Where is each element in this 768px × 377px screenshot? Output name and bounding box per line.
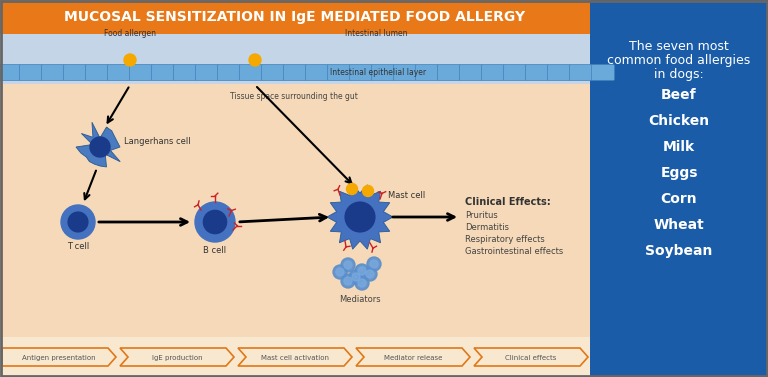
Text: Tissue space surrounding the gut: Tissue space surrounding the gut — [230, 92, 358, 101]
Circle shape — [204, 210, 227, 234]
FancyBboxPatch shape — [327, 64, 350, 81]
Bar — [0, 337, 590, 377]
FancyBboxPatch shape — [504, 64, 527, 81]
FancyBboxPatch shape — [415, 64, 439, 81]
Circle shape — [341, 258, 355, 272]
Polygon shape — [327, 185, 393, 249]
Text: MUCOSAL SENSITIZATION IN IgE MEDIATED FOOD ALLERGY: MUCOSAL SENSITIZATION IN IgE MEDIATED FO… — [65, 10, 525, 24]
Circle shape — [61, 205, 95, 239]
Circle shape — [333, 265, 347, 279]
Bar — [0, 0, 590, 34]
FancyBboxPatch shape — [240, 64, 263, 81]
Text: B cell: B cell — [204, 246, 227, 255]
Circle shape — [362, 185, 373, 196]
Circle shape — [366, 270, 374, 278]
Circle shape — [249, 54, 261, 66]
FancyBboxPatch shape — [393, 64, 416, 81]
FancyBboxPatch shape — [283, 64, 306, 81]
Bar — [590, 0, 768, 377]
Text: common food allergies: common food allergies — [607, 54, 750, 67]
Text: Pruritus: Pruritus — [465, 211, 498, 220]
Circle shape — [349, 270, 363, 284]
Text: Intestinal epithelial layer: Intestinal epithelial layer — [330, 68, 426, 77]
FancyBboxPatch shape — [438, 64, 461, 81]
FancyBboxPatch shape — [459, 64, 482, 81]
Circle shape — [358, 279, 366, 287]
Text: Clinical Effects:: Clinical Effects: — [465, 197, 551, 207]
Text: Gastrointestinal effects: Gastrointestinal effects — [465, 247, 563, 256]
FancyBboxPatch shape — [591, 64, 614, 81]
Bar — [0, 0, 590, 377]
Text: Beef: Beef — [661, 88, 697, 102]
Circle shape — [344, 261, 352, 269]
Polygon shape — [76, 122, 121, 167]
FancyBboxPatch shape — [19, 64, 42, 81]
FancyBboxPatch shape — [570, 64, 592, 81]
Circle shape — [367, 257, 381, 271]
FancyBboxPatch shape — [372, 64, 395, 81]
FancyBboxPatch shape — [196, 64, 219, 81]
Circle shape — [346, 184, 357, 195]
FancyBboxPatch shape — [174, 64, 197, 81]
Circle shape — [370, 260, 378, 268]
Circle shape — [341, 274, 355, 288]
Circle shape — [336, 268, 344, 276]
Text: Chicken: Chicken — [648, 114, 710, 128]
Circle shape — [355, 276, 369, 290]
Circle shape — [363, 267, 377, 281]
FancyBboxPatch shape — [41, 64, 65, 81]
Text: Wheat: Wheat — [654, 218, 704, 232]
Text: Milk: Milk — [663, 140, 695, 154]
Text: in dogs:: in dogs: — [654, 68, 704, 81]
Text: Eggs: Eggs — [660, 166, 698, 180]
FancyBboxPatch shape — [217, 64, 240, 81]
FancyBboxPatch shape — [108, 64, 131, 81]
Text: Langerhans cell: Langerhans cell — [124, 136, 190, 146]
Circle shape — [355, 264, 369, 278]
FancyBboxPatch shape — [349, 64, 372, 81]
Text: Intestinal lumen: Intestinal lumen — [345, 29, 408, 38]
FancyBboxPatch shape — [85, 64, 108, 81]
Circle shape — [352, 273, 360, 281]
Text: Mast cell activation: Mast cell activation — [261, 355, 329, 361]
FancyBboxPatch shape — [525, 64, 548, 81]
Text: Respiratory effects: Respiratory effects — [465, 235, 545, 244]
Text: Mediator release: Mediator release — [384, 355, 442, 361]
FancyBboxPatch shape — [482, 64, 505, 81]
Circle shape — [124, 54, 136, 66]
Circle shape — [195, 202, 235, 242]
FancyBboxPatch shape — [306, 64, 329, 81]
FancyBboxPatch shape — [64, 64, 87, 81]
Circle shape — [90, 137, 110, 157]
Circle shape — [68, 212, 88, 232]
Circle shape — [358, 267, 366, 275]
Text: Corn: Corn — [660, 192, 697, 206]
Text: Soybean: Soybean — [645, 244, 713, 258]
Circle shape — [345, 202, 375, 232]
Text: IgE production: IgE production — [152, 355, 202, 361]
Bar — [0, 34, 590, 84]
Text: Clinical effects: Clinical effects — [505, 355, 557, 361]
FancyBboxPatch shape — [0, 64, 21, 81]
FancyBboxPatch shape — [548, 64, 571, 81]
Text: The seven most: The seven most — [629, 40, 729, 53]
Text: Antigen presentation: Antigen presentation — [22, 355, 96, 361]
Text: Dermatitis: Dermatitis — [465, 223, 509, 232]
FancyBboxPatch shape — [130, 64, 153, 81]
Circle shape — [344, 277, 352, 285]
Text: Mast cell: Mast cell — [388, 190, 425, 199]
Text: Food allergen: Food allergen — [104, 29, 156, 38]
Text: T cell: T cell — [67, 242, 89, 251]
Text: Mediators: Mediators — [339, 295, 381, 304]
FancyBboxPatch shape — [261, 64, 284, 81]
FancyBboxPatch shape — [151, 64, 174, 81]
